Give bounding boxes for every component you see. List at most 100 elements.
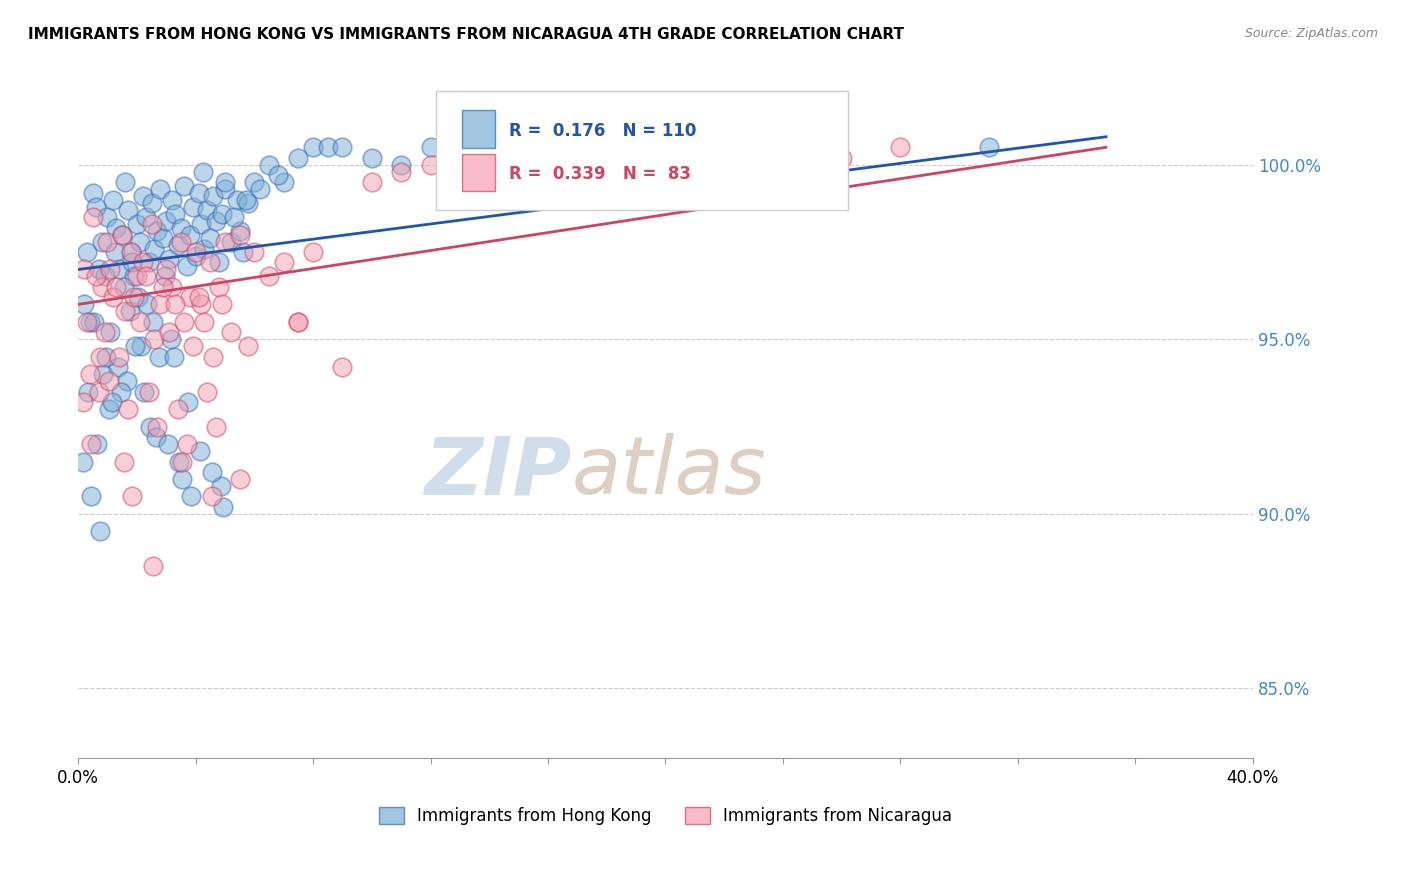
Point — [173, 178, 195, 193]
Point — [170, 235, 193, 249]
Point — [86, 437, 108, 451]
Point — [238, 196, 260, 211]
Point — [478, 175, 501, 189]
Point — [141, 196, 163, 211]
Point — [332, 360, 354, 375]
Point — [243, 245, 266, 260]
Point — [72, 395, 94, 409]
Point — [202, 350, 225, 364]
Point — [79, 368, 101, 382]
Point — [117, 402, 139, 417]
Point — [160, 280, 183, 294]
Point — [105, 280, 128, 294]
Point — [201, 490, 224, 504]
Point — [87, 262, 110, 277]
Point — [114, 304, 136, 318]
Point — [214, 235, 236, 249]
Point — [222, 210, 245, 224]
Point — [82, 186, 104, 200]
Point — [134, 384, 156, 399]
Point — [100, 262, 122, 277]
Point — [124, 339, 146, 353]
Point — [103, 290, 125, 304]
Point — [360, 151, 382, 165]
Point — [114, 175, 136, 189]
Text: Source: ZipAtlas.com: Source: ZipAtlas.com — [1244, 27, 1378, 40]
Point — [128, 315, 150, 329]
Point — [184, 248, 207, 262]
Text: R =  0.339   N =  83: R = 0.339 N = 83 — [509, 165, 692, 183]
Point — [120, 245, 142, 260]
Point — [129, 339, 152, 353]
Point — [132, 255, 155, 269]
Point — [111, 227, 134, 242]
Point — [143, 332, 166, 346]
Point — [73, 262, 96, 277]
Point — [167, 238, 190, 252]
FancyBboxPatch shape — [436, 91, 848, 211]
Point — [91, 368, 114, 382]
Point — [100, 326, 122, 340]
Point — [537, 158, 560, 172]
Point — [110, 384, 132, 399]
Point — [149, 182, 172, 196]
Point — [93, 326, 115, 340]
Point — [188, 444, 211, 458]
Point — [228, 472, 250, 486]
Point — [96, 235, 118, 249]
Point — [93, 269, 115, 284]
Point — [77, 384, 100, 399]
Point — [157, 326, 180, 340]
Point — [214, 182, 236, 196]
Point — [108, 262, 131, 277]
Point — [87, 384, 110, 399]
Point — [73, 297, 96, 311]
Point — [72, 454, 94, 468]
Point — [112, 454, 135, 468]
Point — [219, 326, 242, 340]
Point — [205, 213, 228, 227]
Point — [257, 269, 280, 284]
Point — [108, 350, 131, 364]
Point — [152, 231, 174, 245]
Point — [142, 315, 165, 329]
Point — [167, 402, 190, 417]
Point — [302, 140, 325, 154]
Point — [115, 374, 138, 388]
Point — [125, 217, 148, 231]
Point — [316, 140, 339, 154]
Point — [169, 454, 191, 468]
Point — [80, 437, 103, 451]
Point — [90, 235, 112, 249]
Point — [977, 140, 1000, 154]
Point — [193, 315, 215, 329]
Point — [155, 213, 177, 227]
Point — [214, 175, 236, 189]
Point — [107, 360, 129, 375]
Point — [219, 235, 242, 249]
Point — [332, 140, 354, 154]
Point — [103, 193, 125, 207]
Point — [201, 465, 224, 479]
Point — [195, 384, 218, 399]
Point — [76, 245, 98, 260]
Point — [157, 252, 180, 266]
Point — [228, 227, 250, 242]
Point — [153, 269, 176, 284]
Text: R =  0.176   N = 110: R = 0.176 N = 110 — [509, 121, 696, 139]
Point — [508, 158, 530, 172]
Point — [389, 158, 412, 172]
Point — [654, 151, 676, 165]
Point — [567, 140, 589, 154]
Point — [228, 224, 250, 238]
Point — [180, 490, 202, 504]
Point — [302, 245, 325, 260]
Point — [122, 290, 145, 304]
Point — [267, 168, 290, 182]
Point — [273, 255, 295, 269]
Point — [135, 210, 157, 224]
Point — [142, 559, 165, 574]
Point — [128, 235, 150, 249]
Point — [172, 454, 194, 468]
Point — [76, 315, 98, 329]
